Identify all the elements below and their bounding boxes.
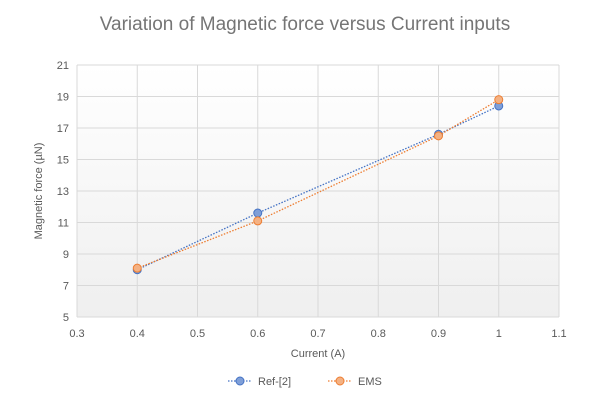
gridlines [76,64,560,318]
data-point [253,208,263,218]
chart-title: Variation of Magnetic force versus Curre… [100,14,510,35]
x-tick-label: 0.9 [431,328,446,340]
legend: Ref-[2] EMS [228,376,382,388]
x-axis-label: Current (A) [291,348,345,360]
legend-item: Ref-[2] [228,376,291,388]
y-axis-label: Magnetic force (µN) [33,143,45,240]
x-tick-label: 1 [496,328,502,340]
x-tick-label: 0.3 [69,328,84,340]
y-tick-label: 5 [63,312,69,324]
legend-label: Ref-[2] [258,376,291,388]
series-group [132,95,504,275]
legend-label: EMS [358,376,382,388]
data-point [132,263,142,273]
y-tick-label: 9 [63,249,69,261]
data-point [434,131,443,141]
series-line-1 [137,99,500,269]
x-tick-label: 0.4 [130,328,145,340]
y-tick-label: 13 [57,186,69,198]
x-tick-label: 1.1 [551,328,566,340]
legend-marker [235,376,245,386]
series-line-0 [136,105,500,271]
x-tick-label: 0.7 [310,328,325,340]
legend-marker [335,376,345,386]
x-tick-label: 0.8 [371,328,386,340]
x-tick-labels: 0.3 0.4 0.5 0.6 0.7 0.8 0.9 1 1.1 [69,328,566,340]
y-tick-label: 7 [63,281,69,293]
x-tick-label: 0.6 [250,328,265,340]
y-tick-label: 21 [57,60,69,72]
y-tick-label: 11 [58,218,69,230]
data-point [494,95,504,105]
y-tick-label: 15 [57,155,69,167]
legend-item: EMS [328,376,382,388]
y-tick-labels: 5 7 9 11 13 15 17 19 21 [57,60,69,324]
y-tick-label: 19 [57,92,69,104]
data-point [253,216,263,226]
x-tick-label: 0.5 [190,328,205,340]
y-tick-label: 17 [57,123,69,135]
